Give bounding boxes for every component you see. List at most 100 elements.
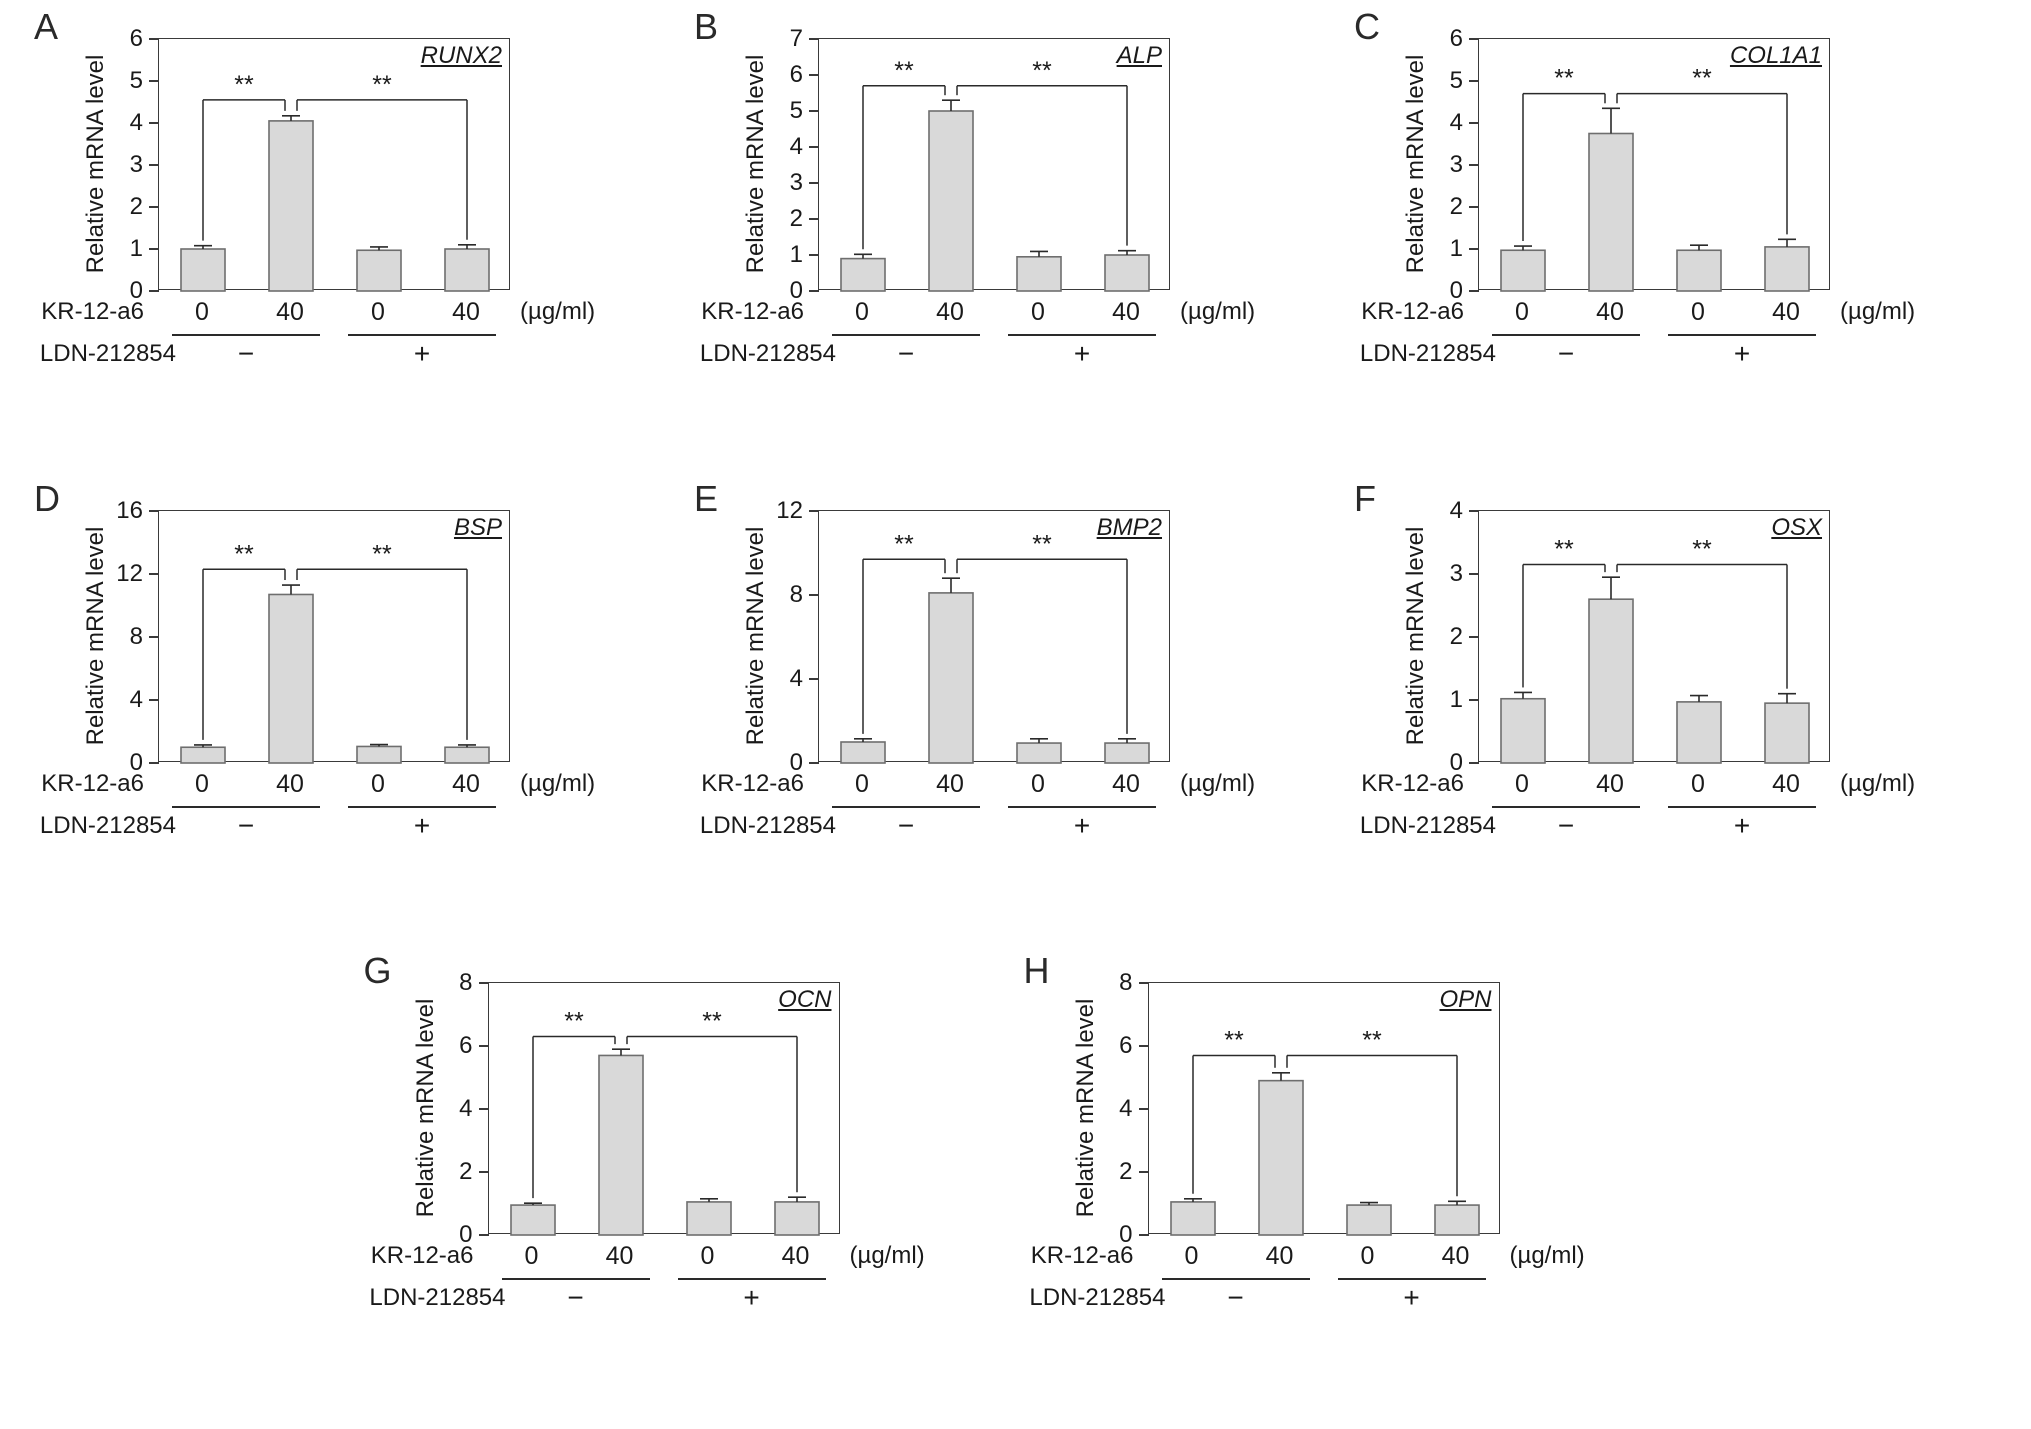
x-tick-label: 0 xyxy=(855,770,869,798)
pair-underline xyxy=(348,334,496,336)
bar xyxy=(1104,254,1150,292)
panel-E: E Relative mRNA level BMP2 0 4 8 12 ** ** 0 40 0 40−… xyxy=(686,476,1346,948)
group2-value: + xyxy=(1733,338,1751,369)
y-tick-mark xyxy=(1138,1045,1149,1047)
y-tick-mark xyxy=(809,678,819,680)
bar xyxy=(1588,132,1634,292)
x-axis: 0 40 0 40− + xyxy=(158,766,510,852)
x-tick-label: 40 xyxy=(1441,1242,1470,1270)
x-unit-label: (µg/ml) xyxy=(1180,770,1256,797)
panel-A: A Relative mRNA level RUNX2 0 1 2 3 4 5 6 ** ** 0 40 0… xyxy=(26,4,686,476)
gene-title: OPN xyxy=(1439,986,1492,1013)
y-tick-label: 0 xyxy=(1449,277,1463,304)
x-tick-label: 40 xyxy=(1596,770,1624,798)
figure-grid: A Relative mRNA level RUNX2 0 1 2 3 4 5 6 ** ** 0 40 0… xyxy=(0,4,2031,1420)
group2-value: − xyxy=(897,810,915,841)
y-tick-mark xyxy=(809,290,819,292)
y-tick-mark xyxy=(478,1108,489,1110)
significance-label: ** xyxy=(1554,536,1574,564)
x-axis: 0 40 0 40− + xyxy=(1478,294,1830,380)
y-tick-mark xyxy=(1469,573,1479,575)
bar xyxy=(685,1201,732,1236)
panel-G: G Relative mRNA level OCN 0 2 4 6 8 ** ** 0 40 0 40− +… xyxy=(356,948,1016,1420)
significance-label: ** xyxy=(1692,65,1712,93)
y-tick-label: 0 xyxy=(459,1221,473,1248)
bar xyxy=(444,746,490,764)
y-tick-mark xyxy=(1469,762,1479,764)
y-tick-label: 7 xyxy=(789,25,803,52)
panel-letter: H xyxy=(1023,950,1050,991)
x-tick-label: 40 xyxy=(936,770,964,798)
y-axis-title: Relative mRNA level xyxy=(1402,54,1429,274)
x-tick-label: 0 xyxy=(524,1242,539,1270)
significance-label: ** xyxy=(1032,530,1052,558)
y-tick-label: 0 xyxy=(1119,1221,1133,1248)
y-tick-mark xyxy=(1138,1234,1149,1236)
y-tick-label: 2 xyxy=(1449,623,1463,650)
bar xyxy=(1104,742,1150,764)
x-tick-label: 0 xyxy=(371,298,385,326)
x-axis: 0 40 0 40− + xyxy=(488,1238,840,1324)
x-group2-label: LDN-212854 xyxy=(699,340,836,367)
y-tick-mark xyxy=(809,110,819,112)
y-tick-label: 12 xyxy=(776,497,803,524)
bar xyxy=(840,257,886,292)
gene-title: BMP2 xyxy=(1096,514,1162,541)
gene-title: RUNX2 xyxy=(420,42,502,69)
y-tick-mark xyxy=(1469,510,1479,512)
x-tick-label: 40 xyxy=(936,298,964,326)
pair-underline xyxy=(677,1278,826,1280)
panel-letter: C xyxy=(1354,6,1380,47)
bar xyxy=(1676,701,1722,764)
significance-label: ** xyxy=(234,71,254,99)
significance-label: ** xyxy=(372,71,392,99)
x-tick-label: 0 xyxy=(700,1242,715,1270)
panel-letter: G xyxy=(363,950,392,991)
y-tick-label: 5 xyxy=(129,67,143,94)
x-tick-label: 40 xyxy=(1112,298,1140,326)
y-tick-mark xyxy=(149,510,159,512)
x-tick-label: 40 xyxy=(1596,298,1624,326)
gene-title: OCN xyxy=(778,986,832,1013)
significance-label: ** xyxy=(234,540,254,568)
y-tick-mark xyxy=(1469,248,1479,250)
y-tick-mark xyxy=(1469,38,1479,40)
y-tick-label: 1 xyxy=(1449,235,1463,262)
x-axis: 0 40 0 40− + xyxy=(818,766,1170,852)
group2-value: − xyxy=(897,338,915,369)
y-tick-label: 4 xyxy=(1449,497,1463,524)
group2-value: − xyxy=(1557,810,1575,841)
y-tick-label: 0 xyxy=(129,749,143,776)
significance-label: ** xyxy=(1554,65,1574,93)
x-unit-label: (µg/ml) xyxy=(1840,298,1916,325)
plot-area: ALP 0 1 2 3 4 5 6 7 ** ** xyxy=(790,25,1170,304)
y-tick-mark xyxy=(478,1234,489,1236)
bar xyxy=(928,592,974,764)
y-tick-label: 2 xyxy=(129,193,143,220)
gene-title: ALP xyxy=(1116,42,1162,69)
x-unit-label: (µg/ml) xyxy=(849,1242,925,1269)
x-group2-label: LDN-212854 xyxy=(39,812,176,839)
x-axis: 0 40 0 40− + xyxy=(1148,1238,1500,1324)
group2-value: + xyxy=(1073,810,1091,841)
y-tick-label: 6 xyxy=(129,25,143,52)
chart-canvas: ** ** xyxy=(840,57,1150,292)
y-tick-mark xyxy=(149,699,159,701)
x-group2-label: LDN-212854 xyxy=(1359,812,1496,839)
y-tick-mark xyxy=(478,1045,489,1047)
x-tick-label: 0 xyxy=(1184,1242,1199,1270)
group2-value: + xyxy=(1073,338,1091,369)
x-tick-label: 0 xyxy=(1031,298,1045,326)
y-tick-mark xyxy=(809,74,819,76)
panel-F: F Relative mRNA level OSX 0 1 2 3 4 ** ** 0 40 0 40− +… xyxy=(1346,476,2006,948)
bar xyxy=(1169,1201,1216,1236)
y-tick-label: 3 xyxy=(1449,151,1463,178)
x-tick-label: 40 xyxy=(1772,770,1800,798)
chart-canvas: ** ** xyxy=(180,540,490,764)
y-tick-mark xyxy=(1469,290,1479,292)
pair-underline xyxy=(1008,334,1156,336)
y-tick-mark xyxy=(149,164,159,166)
pair-underline xyxy=(1668,806,1816,808)
x-axis: 0 40 0 40− + xyxy=(818,294,1170,380)
y-tick-label: 3 xyxy=(789,169,803,196)
